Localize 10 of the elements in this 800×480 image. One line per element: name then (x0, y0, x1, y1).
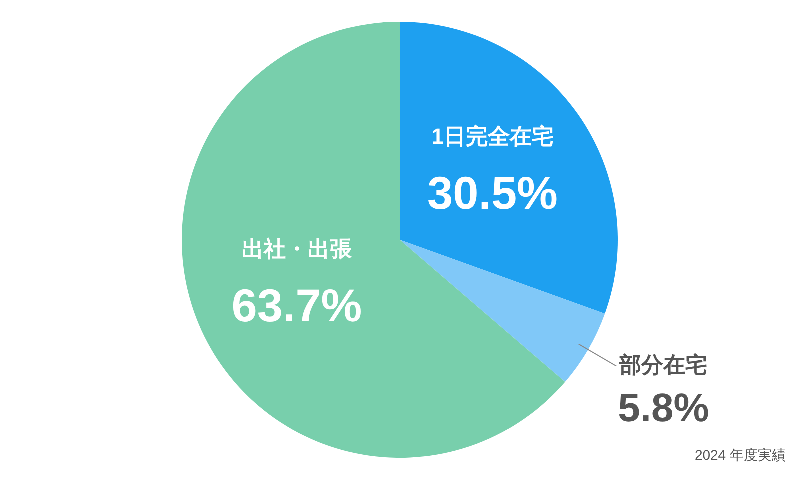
pie-slice (400, 240, 606, 382)
pie-slice (182, 22, 566, 458)
text: 2024 年度実績 (694, 447, 786, 463)
slice-label: 出社・出張 (242, 236, 353, 262)
slice-label: 部分在宅 (618, 352, 708, 378)
data-label: 5.8% (618, 386, 710, 431)
pie-slice (400, 22, 618, 314)
data-label: 63.7% (232, 279, 362, 332)
data-label: 30.5% (428, 166, 558, 219)
slice-label: 1日完全在宅 (432, 124, 554, 149)
